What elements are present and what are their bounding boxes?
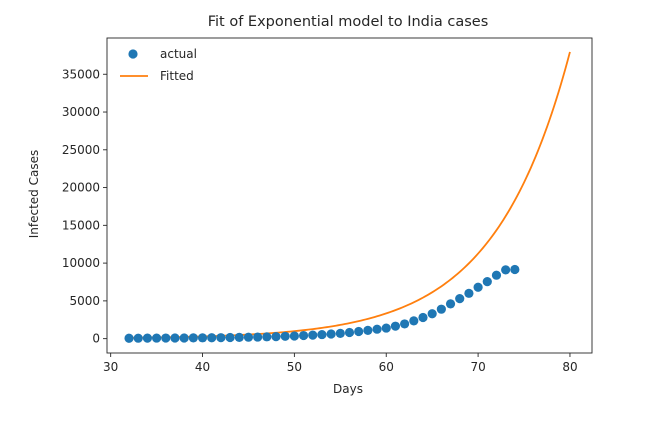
y-tick-label: 20000 (62, 181, 100, 195)
data-point (216, 333, 226, 343)
data-point (482, 277, 492, 287)
data-point (133, 333, 143, 343)
data-point (197, 333, 208, 343)
data-point (289, 331, 299, 341)
data-point (161, 333, 171, 343)
data-point (142, 333, 153, 343)
data-point (455, 294, 465, 304)
data-point (188, 333, 198, 343)
chart-title: Fit of Exponential model to India cases (208, 14, 489, 30)
x-tick-label: 30 (103, 360, 118, 374)
data-point (390, 321, 401, 331)
data-point (445, 299, 456, 309)
legend-label-fitted: Fitted (160, 69, 194, 83)
data-point (271, 332, 281, 342)
data-point (179, 333, 189, 343)
x-tick-label: 40 (195, 360, 210, 374)
y-tick-label: 0 (92, 332, 100, 346)
data-point (464, 288, 474, 298)
x-tick-label: 80 (562, 360, 577, 374)
data-point (335, 328, 345, 338)
plot-frame (106, 37, 593, 354)
y-tick-label: 10000 (62, 256, 100, 270)
data-point (372, 324, 382, 334)
data-point (253, 332, 263, 342)
x-tick-label: 60 (379, 360, 394, 374)
data-point (225, 332, 235, 343)
y-tick-label: 25000 (62, 143, 100, 157)
data-point (280, 331, 290, 341)
data-point (436, 304, 446, 314)
data-point (317, 329, 327, 340)
data-point (234, 332, 244, 342)
data-point (243, 332, 254, 342)
data-point (418, 312, 428, 323)
data-point (326, 329, 336, 339)
data-point (491, 270, 502, 280)
data-point (473, 282, 483, 292)
data-point (344, 327, 355, 338)
data-point (501, 265, 511, 275)
data-point (170, 333, 180, 343)
data-point (262, 332, 272, 342)
y-axis: 0 5000 10000 15000 20000 25000 30000 35000 (62, 67, 107, 346)
data-point (363, 325, 373, 335)
data-point (152, 333, 162, 343)
y-tick-label: 15000 (62, 218, 100, 232)
data-point (354, 326, 364, 337)
data-point (400, 319, 410, 329)
data-point (298, 330, 309, 341)
data-point (381, 323, 391, 333)
legend: actual Fitted (120, 47, 197, 83)
data-point (124, 333, 134, 343)
fitted-line (129, 51, 571, 339)
fitted-series (129, 51, 571, 339)
data-point (510, 264, 520, 275)
x-tick-label: 50 (287, 360, 302, 374)
legend-marker-actual (128, 49, 138, 59)
actual-series (124, 264, 520, 343)
y-tick-label: 35000 (62, 67, 100, 81)
legend-label-actual: actual (160, 47, 197, 61)
data-point (409, 316, 419, 326)
y-axis-label: Infected Cases (27, 150, 41, 239)
data-point (308, 330, 318, 340)
y-tick-label: 5000 (69, 294, 100, 308)
plot-area (124, 51, 571, 343)
x-axis-label: Days (333, 382, 363, 396)
x-axis: 30 40 50 60 70 80 (103, 353, 578, 374)
x-tick-label: 70 (470, 360, 485, 374)
data-point (427, 309, 437, 319)
data-point (207, 333, 217, 343)
y-tick-label: 30000 (62, 105, 100, 119)
